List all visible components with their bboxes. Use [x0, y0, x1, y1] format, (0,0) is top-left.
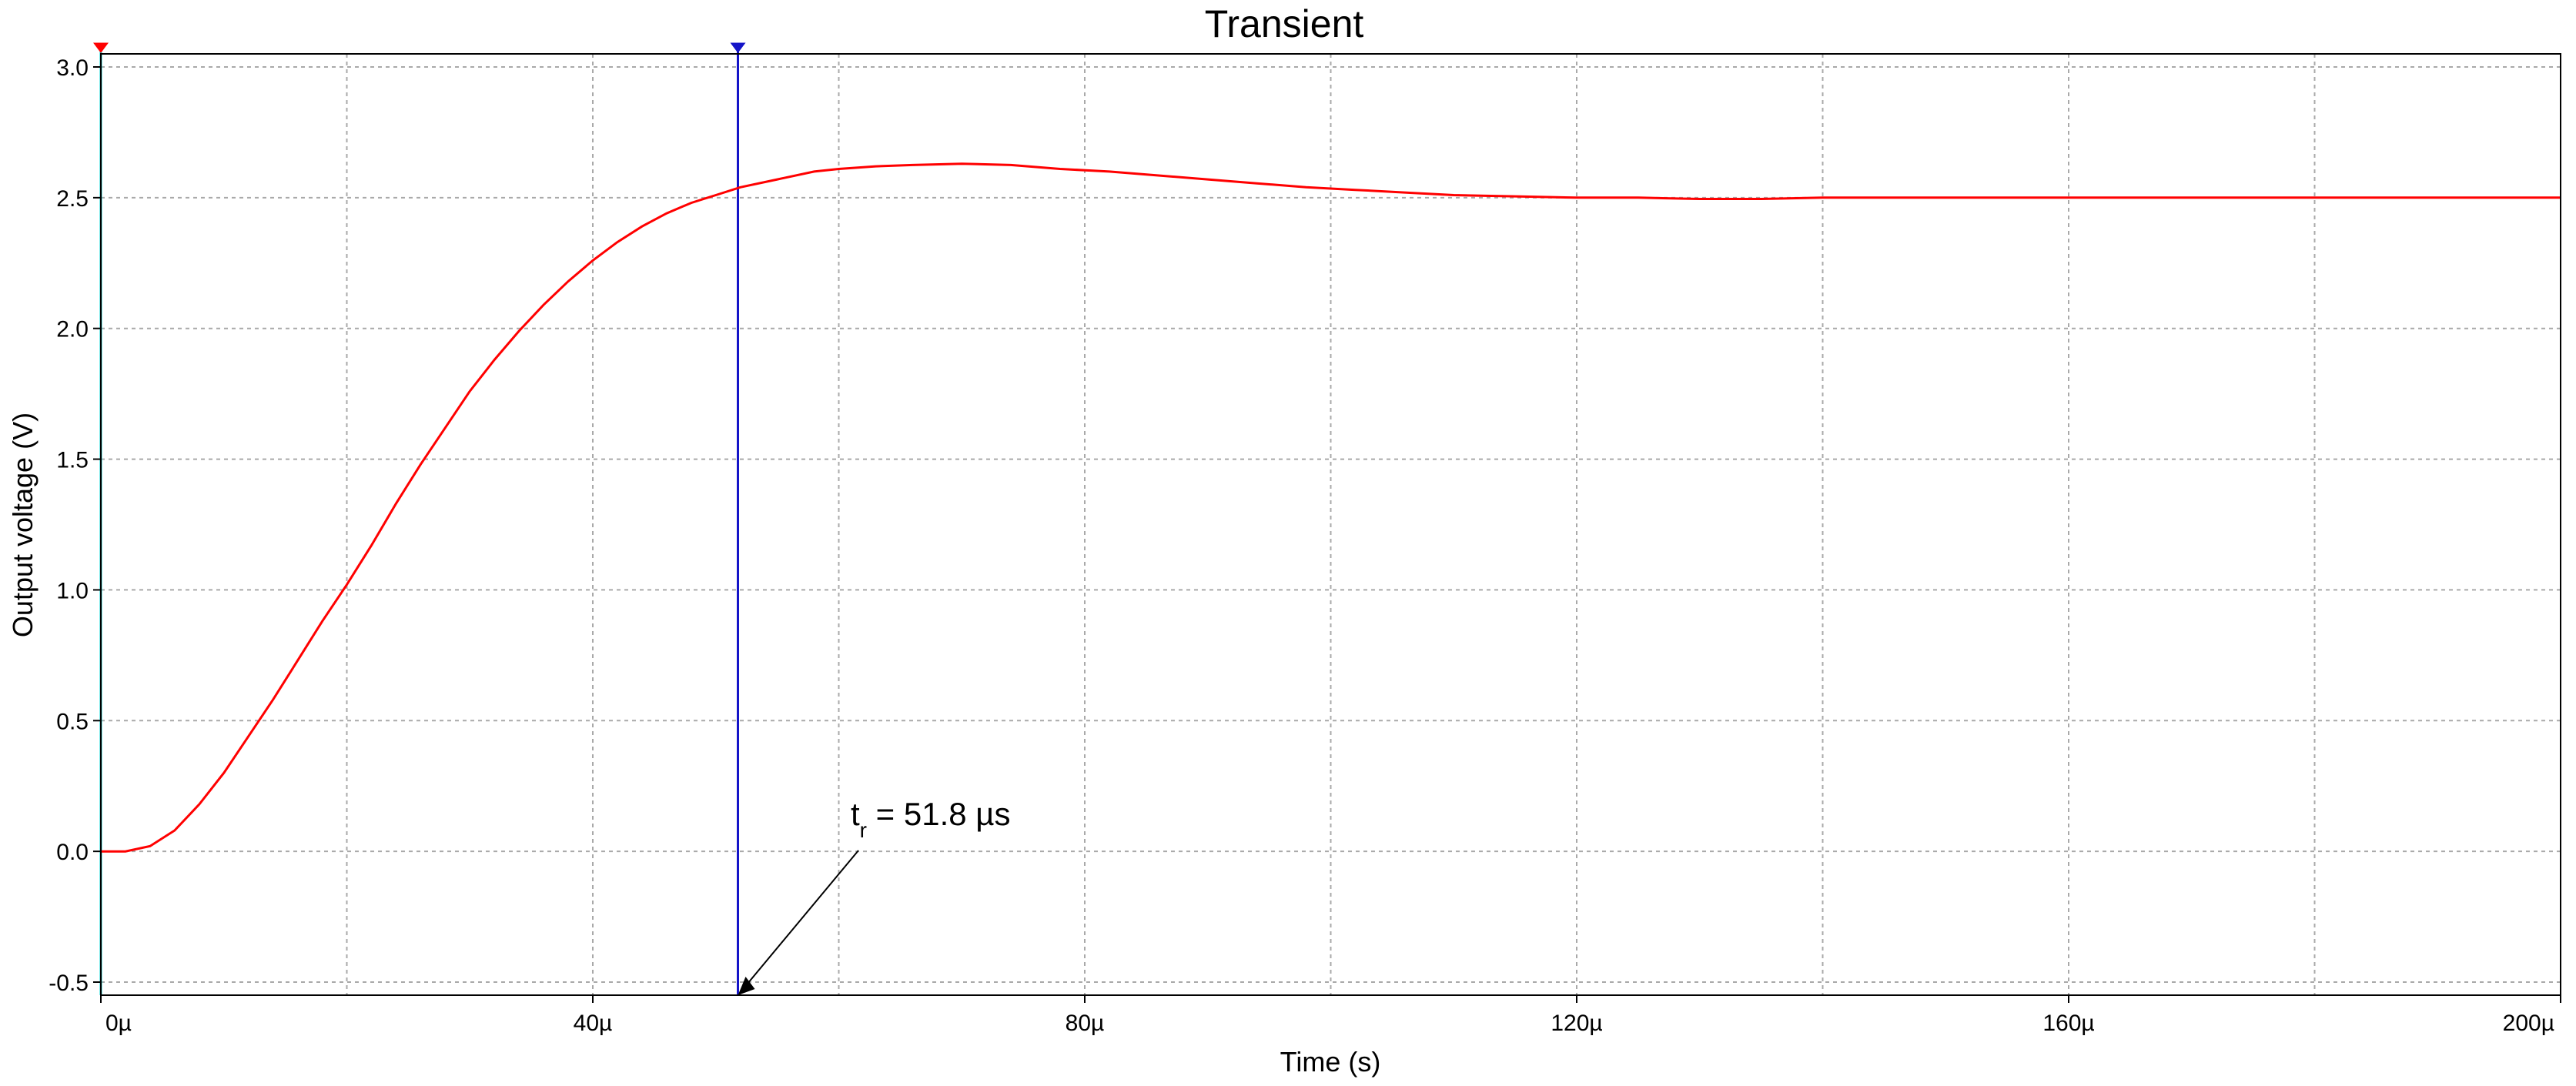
chart-title: Transient [1205, 2, 1364, 45]
x-axis-title: Time (s) [1280, 1046, 1381, 1078]
annotation-arrow-line [744, 850, 859, 987]
x-tick-label: 80µ [1066, 1011, 1105, 1036]
x-tick-label: 40µ [574, 1011, 613, 1036]
annotation-layer: tr = 51.8 µs [738, 796, 1010, 995]
cursor-marker [93, 42, 109, 53]
y-tick-label: 0.0 [56, 840, 89, 865]
annotation-arrowhead [738, 977, 755, 995]
series-layer [101, 162, 2561, 853]
y-tick-label: 3.0 [56, 55, 89, 81]
annotation-text: tr = 51.8 µs [851, 796, 1010, 842]
x-tick-label: 200µ [2503, 1011, 2554, 1036]
y-tick-label: 2.0 [56, 317, 89, 343]
y-tick-label: 2.5 [56, 186, 89, 212]
x-tick-label: 0µ [105, 1011, 132, 1036]
y-axis-title: Output voltage (V) [7, 413, 38, 637]
tick-labels: 0µ 40µ 80µ 120µ 160µ 200µ 3.0 2.5 2.0 1.5 1.0 0.5 0.… [49, 55, 2561, 1036]
y-tick-label: 1.5 [56, 448, 89, 473]
y-tick-label: -0.5 [49, 971, 89, 996]
y-tick-label: 0.5 [56, 709, 89, 734]
series-line [101, 162, 2561, 853]
plot-frame [100, 53, 2561, 996]
x-tick-label: 120µ [1551, 1011, 1602, 1036]
x-tick-label: 160µ [2042, 1011, 2094, 1036]
grid-lines [101, 54, 2561, 995]
cursor-marker [730, 42, 746, 53]
y-tick-label: 1.0 [56, 578, 89, 603]
